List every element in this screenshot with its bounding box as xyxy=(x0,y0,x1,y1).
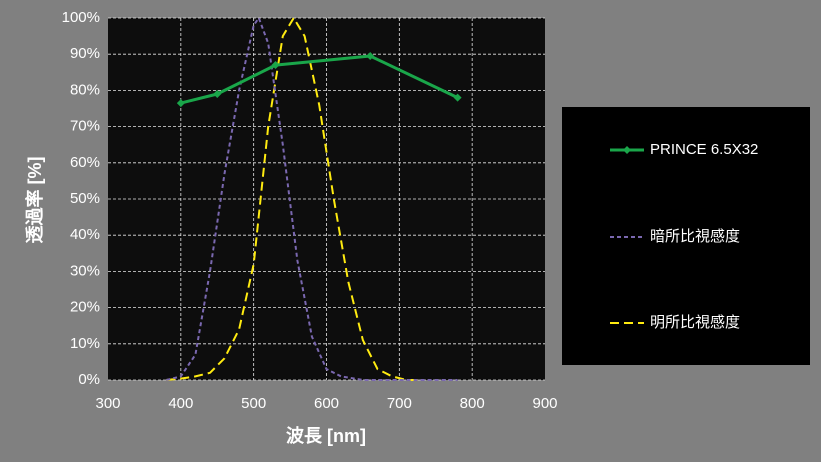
series-marker xyxy=(366,52,375,61)
legend-label: PRINCE 6.5X32 xyxy=(650,141,758,158)
series-line xyxy=(166,17,422,381)
legend-label: 明所比視感度 xyxy=(650,314,740,331)
y-tick-label: 70% xyxy=(70,118,100,135)
legend-marker xyxy=(623,146,631,154)
series-marker xyxy=(271,61,280,70)
y-tick-label: 20% xyxy=(70,299,100,316)
y-tick-label: 10% xyxy=(70,335,100,352)
y-tick-label: 0% xyxy=(78,371,100,388)
x-tick-label: 800 xyxy=(460,395,485,412)
x-tick-label: 700 xyxy=(387,395,412,412)
x-tick-label: 900 xyxy=(532,395,557,412)
x-tick-label: 500 xyxy=(241,395,266,412)
y-tick-label: 100% xyxy=(62,9,100,26)
x-tick-label: 400 xyxy=(168,395,193,412)
legend-label: 暗所比視感度 xyxy=(650,228,740,245)
x-axis-label: 波長 [nm] xyxy=(286,425,366,446)
legend-box xyxy=(562,107,810,365)
y-tick-label: 40% xyxy=(70,226,100,243)
x-tick-label: 300 xyxy=(95,395,120,412)
series-marker xyxy=(453,93,462,102)
series-marker xyxy=(213,90,222,99)
y-tick-label: 90% xyxy=(70,45,100,62)
y-tick-label: 60% xyxy=(70,154,100,171)
y-tick-label: 80% xyxy=(70,81,100,98)
series-marker xyxy=(176,99,185,108)
x-tick-label: 600 xyxy=(314,395,339,412)
y-tick-label: 30% xyxy=(70,262,100,279)
y-axis-label: 透過率 [%] xyxy=(24,157,45,244)
y-tick-label: 50% xyxy=(70,190,100,207)
